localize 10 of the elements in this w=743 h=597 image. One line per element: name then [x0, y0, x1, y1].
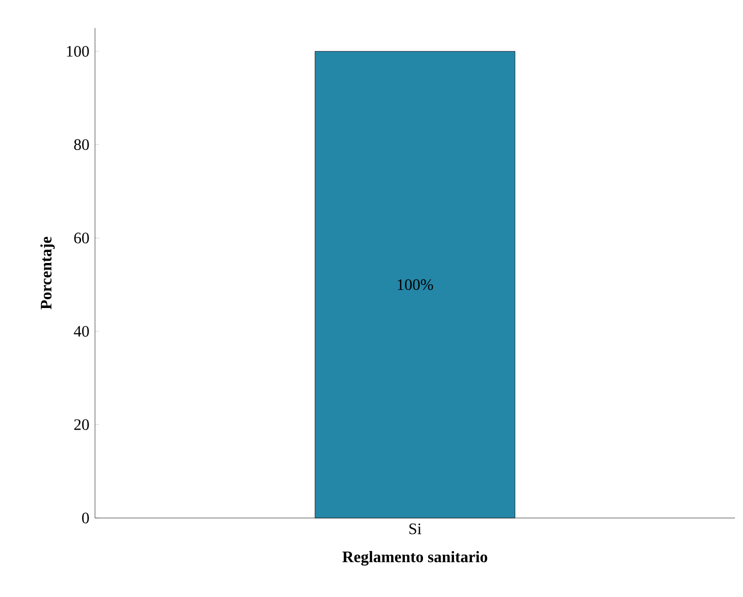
y-axis-title: Porcentaje	[40, 236, 55, 310]
y-tick-label: 60	[74, 232, 89, 244]
x-tick-label: Si	[409, 524, 422, 534]
y-tick-label: 100	[66, 46, 89, 57]
data-label: 100%	[398, 279, 434, 290]
y-tick-label: 20	[74, 419, 89, 430]
y-tick-label: 80	[74, 139, 89, 150]
y-tick-label: 40	[74, 326, 89, 337]
x-axis-title: Reglamento sanitario	[342, 551, 488, 566]
y-tick-label: 0	[82, 512, 89, 524]
